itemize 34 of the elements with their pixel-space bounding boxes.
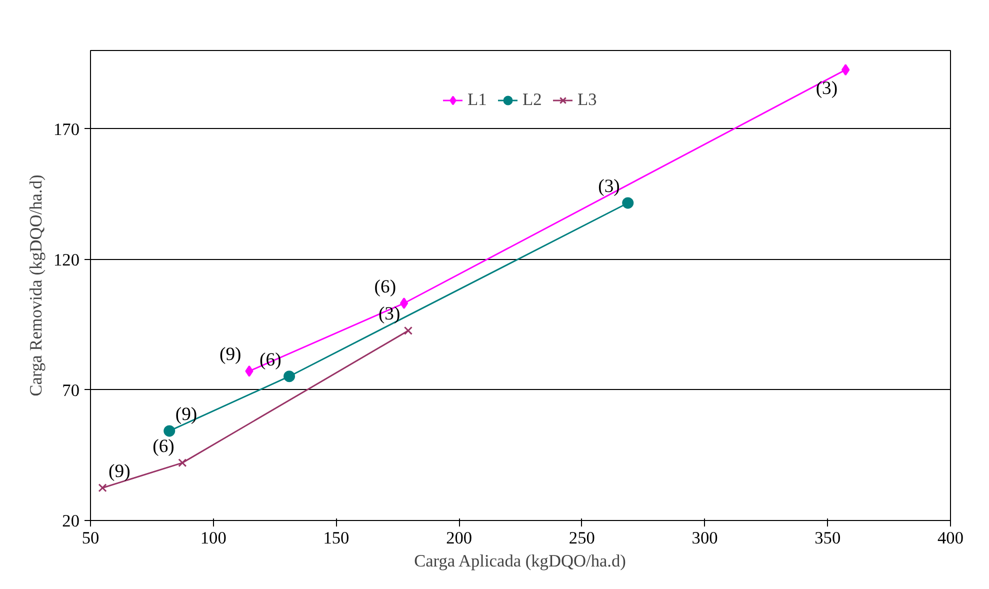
y-tick-label: 20	[62, 512, 80, 530]
annotation: (3)	[378, 304, 400, 325]
legend-label: L1	[468, 90, 488, 110]
x-axis-title: Carga Aplicada (kgDQO/ha.d)	[414, 552, 626, 570]
y-tick-label: 120	[54, 250, 80, 270]
y-tick-label: 70	[62, 380, 80, 400]
x-tick-label: 50	[82, 528, 100, 548]
annotation: (9)	[175, 404, 198, 425]
point	[164, 425, 176, 437]
annotation: (3)	[598, 176, 620, 197]
annotation: (6)	[374, 276, 396, 298]
x-tick-label: 250	[568, 528, 595, 548]
annotation: (9)	[108, 460, 130, 482]
y-axis-title: Carga Removida (kgDQO/ha.d)	[26, 174, 46, 396]
x-tick-label: 200	[446, 528, 472, 548]
point	[841, 64, 850, 76]
point	[400, 298, 408, 310]
point	[178, 458, 187, 468]
point	[284, 370, 296, 382]
y-tick-label: 170	[54, 120, 80, 139]
point	[404, 326, 412, 335]
x-tick-label: 350	[814, 528, 841, 548]
x-tick-label: 400	[938, 528, 964, 548]
point	[98, 484, 107, 492]
legend-label: L3	[578, 90, 598, 110]
annotation: (3)	[816, 78, 838, 99]
point	[245, 365, 254, 377]
annotation: (6)	[152, 436, 174, 457]
legend-label: L2	[522, 90, 542, 110]
x-tick-label: 300	[692, 528, 718, 548]
x-tick-label: 150	[323, 528, 350, 548]
annotation: (9)	[219, 344, 242, 366]
point	[622, 197, 634, 209]
x-tick-label: 100	[200, 528, 226, 548]
